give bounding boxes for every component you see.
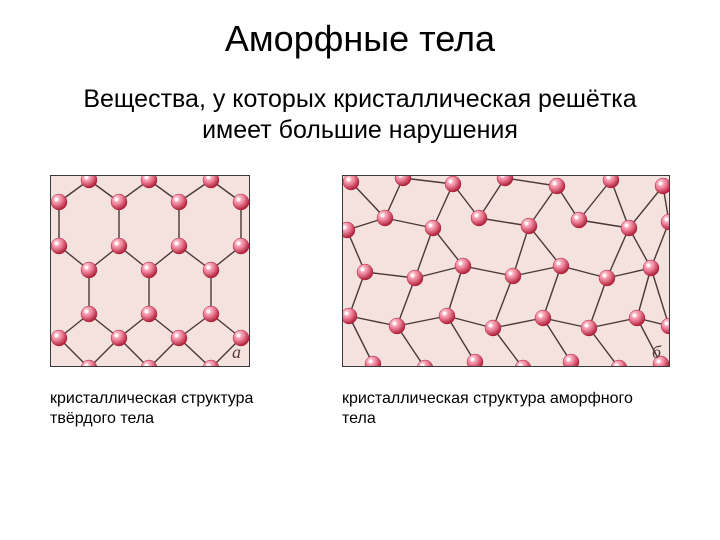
- panel-crystalline: а: [50, 175, 250, 367]
- page-subtitle: Вещества, у которых кристаллическая решё…: [0, 60, 720, 147]
- figures-row: а кристаллическая структура твёрдого тел…: [0, 175, 720, 429]
- caption-crystalline: кристаллическая структура твёрдого тела: [50, 389, 322, 429]
- atoms: [51, 176, 249, 367]
- page-title: Аморфные тела: [0, 0, 720, 60]
- caption-amorphous: кристаллическая структура аморфного тела: [342, 389, 670, 429]
- corner-label-a: а: [232, 342, 241, 363]
- figure-crystalline: а кристаллическая структура твёрдого тел…: [50, 175, 322, 429]
- figure-amorphous: б кристаллическая структура аморфного те…: [342, 175, 670, 429]
- lattice-svg: [343, 176, 670, 367]
- corner-label-b: б: [652, 342, 661, 363]
- lattice-svg: [51, 176, 250, 367]
- panel-amorphous: б: [342, 175, 670, 367]
